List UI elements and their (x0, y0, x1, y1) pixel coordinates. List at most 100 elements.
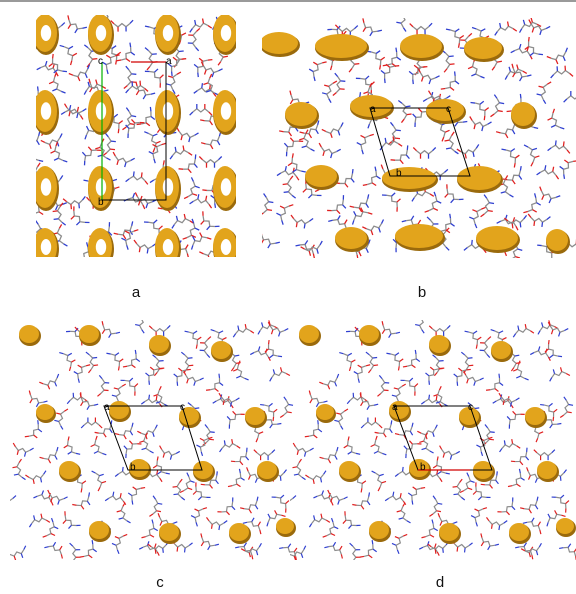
void-blob (464, 37, 504, 62)
molecule-fragment (152, 456, 170, 475)
void-blob (88, 15, 114, 55)
molecule-fragment (402, 349, 421, 369)
molecule-fragment (332, 72, 346, 96)
molecule-fragment (91, 470, 107, 492)
molecule-fragment (527, 213, 551, 227)
molecule-fragment (183, 177, 200, 200)
molecule-fragment (246, 467, 267, 483)
panel-c: a c b (10, 320, 300, 560)
molecule-fragment (321, 122, 344, 139)
void-blob (36, 90, 59, 135)
molecule-fragment (479, 336, 492, 358)
molecule-fragment (24, 420, 43, 439)
molecule-fragment (152, 354, 165, 377)
void-blob (299, 325, 321, 346)
molecule-fragment (549, 367, 571, 382)
molecule-fragment (85, 351, 99, 374)
molecule-fragment (499, 439, 521, 453)
molecule-fragment (122, 349, 141, 369)
molecule-fragment (417, 68, 440, 85)
void-blob (211, 341, 233, 362)
molecule-fragment (33, 490, 54, 506)
unit-cell (369, 107, 471, 177)
molecular-framework (290, 320, 576, 560)
void-blob (36, 228, 59, 257)
molecule-fragment (125, 118, 145, 139)
molecule-fragment (200, 471, 219, 489)
axis-label-a: a (166, 56, 172, 67)
molecule-fragment (187, 27, 201, 52)
axis-label-a: a (104, 402, 110, 413)
molecule-fragment (196, 436, 213, 457)
molecule-fragment (190, 507, 208, 527)
molecule-fragment (546, 47, 569, 65)
molecule-fragment (295, 240, 315, 258)
void-blob (335, 227, 369, 252)
panel-c-image: a c b (10, 320, 298, 560)
molecule-fragment (266, 510, 286, 527)
molecule-fragment (386, 352, 404, 371)
molecule-fragment (62, 511, 81, 529)
molecule-fragment (396, 502, 411, 524)
molecule-fragment (193, 57, 213, 78)
molecule-fragment (276, 165, 300, 181)
molecule-fragment (257, 320, 279, 335)
molecule-fragment (111, 533, 128, 555)
molecule-fragment (172, 478, 186, 501)
void-blob (537, 461, 559, 482)
molecule-fragment (138, 541, 160, 556)
top-rule (0, 0, 576, 2)
void-blob (509, 523, 531, 544)
molecule-fragment (370, 435, 387, 456)
void-blob (316, 404, 336, 423)
molecule-fragment (52, 202, 67, 226)
molecule-fragment (308, 61, 327, 82)
panel-a: c a b (36, 15, 236, 257)
molecule-fragment (198, 156, 223, 168)
molecule-fragment (321, 80, 338, 103)
molecule-fragment (511, 63, 532, 82)
molecule-fragment (520, 542, 542, 558)
void-blob (276, 518, 296, 537)
molecule-fragment (327, 195, 347, 215)
molecule-fragment (343, 436, 361, 455)
molecule-fragment (145, 366, 163, 385)
molecule-fragment (267, 321, 289, 337)
molecule-fragment (134, 192, 157, 209)
molecule-fragment (97, 375, 110, 397)
axis-label-a: a (392, 402, 398, 413)
molecule-fragment (171, 213, 195, 229)
molecule-fragment (125, 80, 149, 94)
void-blob (88, 228, 114, 257)
caption-c: c (156, 574, 164, 591)
molecule-fragment (39, 373, 60, 390)
molecule-fragment (167, 56, 187, 77)
void-blob (59, 461, 81, 482)
molecule-fragment (485, 373, 504, 392)
molecule-fragment (459, 472, 475, 494)
molecule-fragment (530, 346, 551, 361)
molecule-fragment (470, 507, 488, 527)
molecule-fragment (60, 104, 84, 120)
molecule-fragment (379, 136, 403, 151)
molecule-fragment (547, 140, 571, 154)
molecule-fragment (559, 159, 576, 179)
molecule-fragment (190, 232, 212, 250)
molecule-fragment (547, 108, 565, 130)
molecule-fragment (377, 375, 390, 397)
molecule-fragment (218, 392, 240, 407)
axis-label-c: c (98, 56, 103, 67)
molecule-fragment (106, 352, 124, 371)
molecule-fragment (432, 456, 450, 475)
molecule-fragment (94, 420, 113, 438)
molecule-fragment (444, 184, 464, 204)
molecule-fragment (510, 43, 533, 60)
panel-b-image: a c b (262, 18, 576, 258)
molecule-fragment (349, 194, 370, 213)
molecule-fragment (104, 491, 127, 506)
molecule-fragment (427, 541, 450, 554)
molecule-fragment (44, 541, 63, 559)
molecule-fragment (123, 65, 137, 89)
molecule-fragment (546, 510, 566, 527)
molecule-fragment (362, 166, 381, 187)
